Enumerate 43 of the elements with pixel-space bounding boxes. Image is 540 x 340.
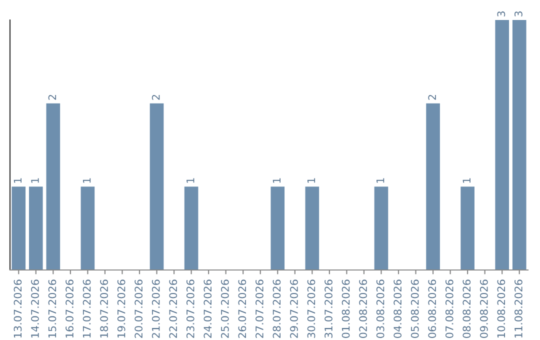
x-tick-label: 30.07.2026 [307, 280, 316, 338]
data-label: 3 [514, 11, 522, 16]
x-tick-label: 14.07.2026 [31, 280, 39, 338]
data-label: 3 [497, 11, 506, 16]
x-tick-label: 11.08.2026 [514, 280, 522, 338]
x-tick-label: 18.07.2026 [100, 280, 108, 338]
x-tick-label: 22.07.2026 [169, 280, 178, 338]
data-label: 1 [272, 178, 281, 183]
x-tick-label: 13.07.2026 [14, 280, 22, 338]
x-tick-label: 15.07.2026 [48, 280, 56, 338]
data-label: 1 [31, 178, 39, 183]
x-tick-label: 31.07.2026 [324, 280, 332, 338]
data-label: 1 [14, 178, 22, 183]
x-tick-label: 19.07.2026 [117, 280, 126, 338]
x-tick-label: 09.08.2026 [480, 280, 488, 338]
x-tick-label: 02.08.2026 [359, 280, 367, 338]
x-tick-label: 04.08.2026 [394, 280, 402, 338]
x-tick-label: 03.08.2026 [376, 280, 384, 338]
x-tick-label: 21.07.2026 [152, 280, 160, 338]
x-tick-label: 01.08.2026 [342, 280, 350, 338]
x-tick-label: 24.07.2026 [204, 280, 212, 338]
x-tick-label: 20.07.2026 [134, 280, 143, 338]
x-tick-label: 25.07.2026 [220, 280, 229, 338]
data-label: 2 [48, 94, 56, 100]
data-label: 1 [376, 178, 384, 183]
data-label: 2 [152, 94, 160, 100]
data-label: 1 [186, 178, 194, 183]
x-tick-label: 06.08.2026 [428, 280, 436, 338]
x-tick-label: 05.08.2026 [410, 280, 419, 338]
x-tick-label: 26.07.2026 [238, 280, 246, 338]
x-tick-label: 10.08.2026 [497, 280, 506, 338]
x-tick-label: 08.08.2026 [462, 280, 471, 338]
data-label: 2 [428, 94, 436, 100]
data-label: 1 [82, 178, 91, 183]
x-tick-label: 17.07.2026 [82, 280, 91, 338]
x-tick-label: 28.07.2026 [272, 280, 281, 338]
x-tick-label: 27.07.2026 [256, 280, 264, 338]
x-tick-label: 16.07.2026 [66, 280, 74, 338]
x-tick-label: 29.07.2026 [290, 280, 298, 338]
x-tick-label: 23.07.2026 [186, 280, 194, 338]
data-label: 1 [462, 178, 470, 183]
x-tick-label: 07.08.2026 [445, 280, 454, 338]
data-label: 1 [307, 178, 316, 183]
